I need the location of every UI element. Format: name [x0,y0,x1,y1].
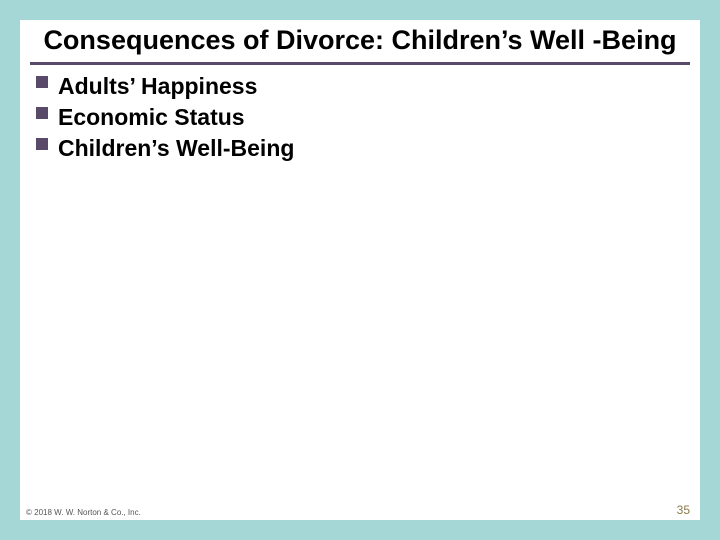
slide-title: Consequences of Divorce: Children’s Well… [20,20,700,62]
copyright-text: © 2018 W. W. Norton & Co., Inc. [26,508,141,517]
bullet-item: Children’s Well-Being [36,133,700,164]
bullet-list: Adults’ Happiness Economic Status Childr… [20,65,700,164]
content-area: Consequences of Divorce: Children’s Well… [20,20,700,520]
border-right [700,0,720,540]
border-bottom [0,520,720,540]
bullet-item: Adults’ Happiness [36,71,700,102]
border-top [0,0,720,20]
page-number: 35 [677,503,690,517]
border-left [0,0,20,540]
slide: Consequences of Divorce: Children’s Well… [0,0,720,540]
bullet-item: Economic Status [36,102,700,133]
